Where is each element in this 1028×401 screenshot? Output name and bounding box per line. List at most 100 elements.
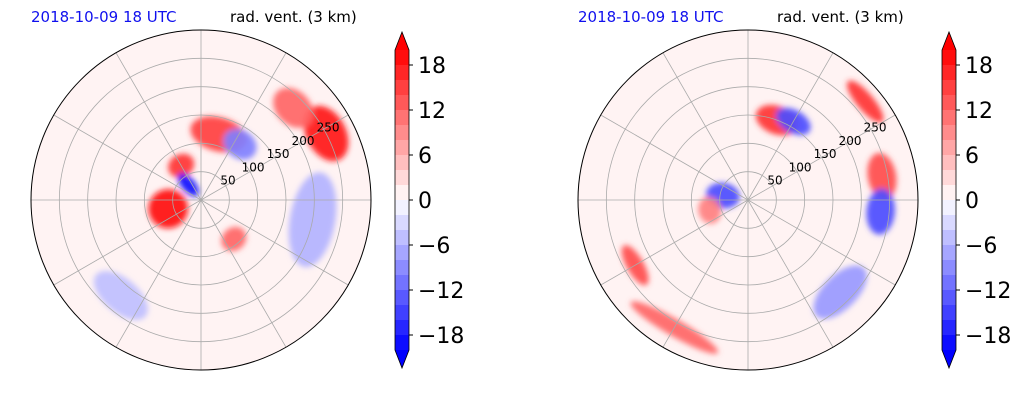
colorbar-tick-label: −12 [965,279,1011,304]
colorbar-level [942,335,956,351]
colorbar-level [942,80,956,96]
range-tick-label: 100 [242,160,265,174]
colorbar-level [942,320,956,336]
radial-spoke [200,199,287,348]
range-tick-label: 150 [267,147,290,161]
colorbar: 18 12 6 0 −6 −12 −18 [394,30,464,370]
radial-spoke [662,199,749,348]
colorbar-tick-label: 0 [965,189,979,214]
range-tick-label: 200 [292,134,315,148]
radial-spoke [115,52,202,201]
colorbar-tick-label: −6 [418,234,450,259]
colorbar-level [395,290,409,306]
colorbar-level [395,230,409,246]
colorbar-level [942,110,956,126]
colorbar-tick-label: 12 [965,99,993,124]
colorbar-outline [941,30,957,370]
radial-spoke [600,199,749,286]
colorbar-level [395,125,409,141]
field-feature-negative [93,271,148,320]
colorbar-level [395,80,409,96]
colorbar-tick-label: 18 [965,54,993,79]
radial-spoke [200,52,287,201]
radial-spoke [200,199,349,286]
colorbar-tick-label: −6 [965,234,997,259]
radial-spoke [662,52,749,201]
colorbar-tick-label: 6 [965,144,979,169]
colorbar-tick-label: 6 [418,144,432,169]
range-tick-label: 200 [839,134,862,148]
radial-spoke [53,114,202,201]
colorbar-level [942,65,956,81]
field-feature-positive [148,189,188,229]
colorbar-level [942,140,956,156]
colorbar-level [395,215,409,231]
colorbar-level [942,215,956,231]
radial-spoke [747,114,896,201]
radial-spoke [747,199,834,348]
colorbar-level [395,320,409,336]
colorbar-level [942,245,956,261]
range-tick-label: 50 [767,174,782,188]
time-label: 2018-10-09 18 UTC [31,8,177,26]
colorbar-level [942,185,956,201]
field-feature-negative [177,173,199,197]
field-feature-positive [846,80,884,123]
colorbar-level [395,260,409,276]
field-feature-positive [221,226,247,252]
radial-spoke [115,199,202,348]
range-tick-label: 250 [317,120,340,134]
range-tick-label: 250 [864,120,887,134]
colorbar-level [942,50,956,66]
colorbar-tick-label: 18 [418,54,446,79]
colorbar-level [395,305,409,321]
colorbar: 18 12 6 0 −6 −12 −18 [941,30,1011,370]
colorbar-level [395,335,409,351]
colorbar-level [395,275,409,291]
radial-spoke [747,52,834,201]
colorbar-tick-label: −12 [418,279,464,304]
polar-grid [578,30,918,370]
colorbar-level [395,155,409,171]
range-tick-label: 100 [789,160,812,174]
colorbar-tick-label: 0 [418,189,432,214]
colorbar-level [942,125,956,141]
colorbar-level [395,110,409,126]
colorbar-level [942,275,956,291]
field-feature-positive [273,87,314,128]
colorbar-tick-label: 12 [418,99,446,124]
colorbar-level [395,95,409,111]
colorbar-level [942,305,956,321]
polar-grid [31,30,371,370]
colorbar-level [395,50,409,66]
colorbar-extend-max [942,32,956,50]
field-feature-negative [813,265,867,319]
variable-label: rad. vent. (3 km) [777,8,904,26]
colorbar-level [395,65,409,81]
variable-label: rad. vent. (3 km) [230,8,357,26]
range-tick-label: 50 [220,174,235,188]
colorbar-level [395,185,409,201]
colorbar-extend-max [395,32,409,50]
colorbar-extend-min [942,350,956,368]
colorbar-level [395,170,409,186]
panel-right: 2018-10-09 18 UTC rad. vent. (3 km) 50 10… [547,0,1028,401]
colorbar-level [942,95,956,111]
colorbar-level [942,200,956,216]
colorbar-level [395,200,409,216]
radial-spoke [53,199,202,286]
colorbar-level [942,170,956,186]
radial-spoke [747,199,896,286]
colorbar-level [395,245,409,261]
colorbar-level [942,290,956,306]
colorbar-extend-min [395,350,409,368]
colorbar-level [942,155,956,171]
radial-spoke [200,114,349,201]
polar-boundary [577,29,919,371]
time-label: 2018-10-09 18 UTC [578,8,724,26]
radial-spoke [600,114,749,201]
range-tick-label: 150 [814,147,837,161]
field-feature-positive [698,196,722,224]
